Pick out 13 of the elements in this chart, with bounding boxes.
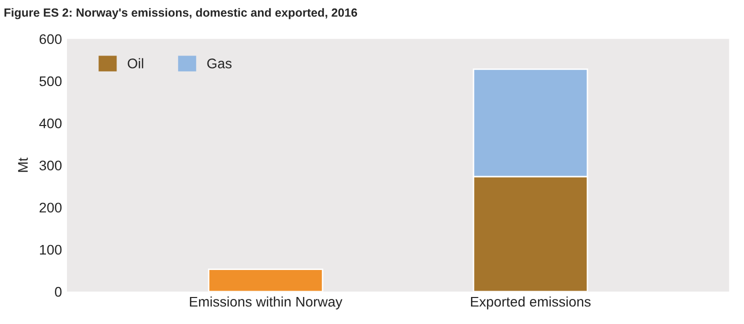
y-tick-label: 400 [39, 118, 62, 128]
y-tick-label: 300 [39, 160, 62, 170]
x-tick-label: Emissions within Norway [190, 296, 342, 310]
y-axis-title: Mt [18, 158, 28, 172]
y-tick-label: 600 [40, 34, 62, 44]
chart-title: Figure ES 2: Norway's emissions, domestic and exported, 2016 [4, 8, 358, 20]
y-tick-label: 100 [40, 244, 62, 255]
y-tick-label: 200 [40, 202, 62, 213]
legend-label: Gas [207, 58, 232, 68]
y-tick-label: 500 [39, 76, 62, 86]
legend-label: Oil [128, 58, 144, 68]
y-tick-label: 0 [54, 286, 62, 297]
x-tick-label: Exported emissions [471, 296, 591, 310]
